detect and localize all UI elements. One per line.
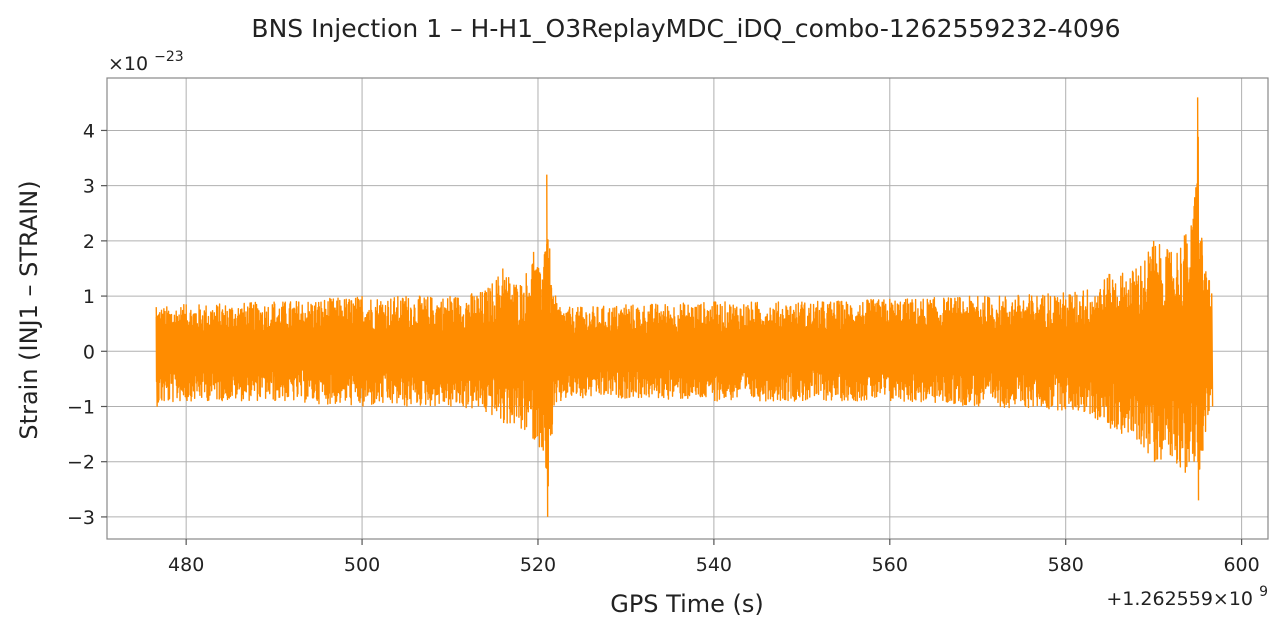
x-tick-label: 600 xyxy=(1223,554,1259,576)
ticks: 480 500 520 540 560 580 600 −3 −2 −1 0 1 2 3 4 xyxy=(67,120,1260,576)
x-tick-label: 500 xyxy=(344,554,380,576)
y-tick-label: −1 xyxy=(67,396,95,418)
x-axis-offset: +1.262559×10 9 xyxy=(1106,584,1268,610)
x-axis-label: GPS Time (s) xyxy=(610,590,764,618)
x-offset-base: +1.262559×10 xyxy=(1106,588,1253,610)
x-tick-label: 480 xyxy=(168,554,204,576)
y-axis-multiplier: ×10 −23 xyxy=(108,49,184,75)
x-offset-exponent: 9 xyxy=(1259,584,1268,600)
y-axis-label: Strain (INJ1 – STRAIN) xyxy=(15,180,43,439)
y-tick-label: −3 xyxy=(67,507,95,529)
strain-series-line xyxy=(155,97,1214,517)
y-tick-label: 3 xyxy=(83,176,95,198)
y-multiplier-base: ×10 xyxy=(108,53,148,75)
x-tick-label: 520 xyxy=(520,554,556,576)
y-tick-label: 1 xyxy=(83,286,95,308)
y-tick-label: 4 xyxy=(83,120,95,142)
y-tick-label: 2 xyxy=(83,231,95,253)
x-tick-label: 540 xyxy=(696,554,732,576)
x-tick-label: 560 xyxy=(872,554,908,576)
plot-frame xyxy=(106,77,1269,540)
y-tick-label: 0 xyxy=(83,341,95,363)
y-tick-label: −2 xyxy=(67,452,95,474)
x-tick-label: 580 xyxy=(1048,554,1084,576)
y-multiplier-exponent: −23 xyxy=(154,49,184,65)
chart-title: BNS Injection 1 – H-H1_O3ReplayMDC_iDQ_c… xyxy=(251,14,1120,43)
series-layer xyxy=(155,97,1214,517)
